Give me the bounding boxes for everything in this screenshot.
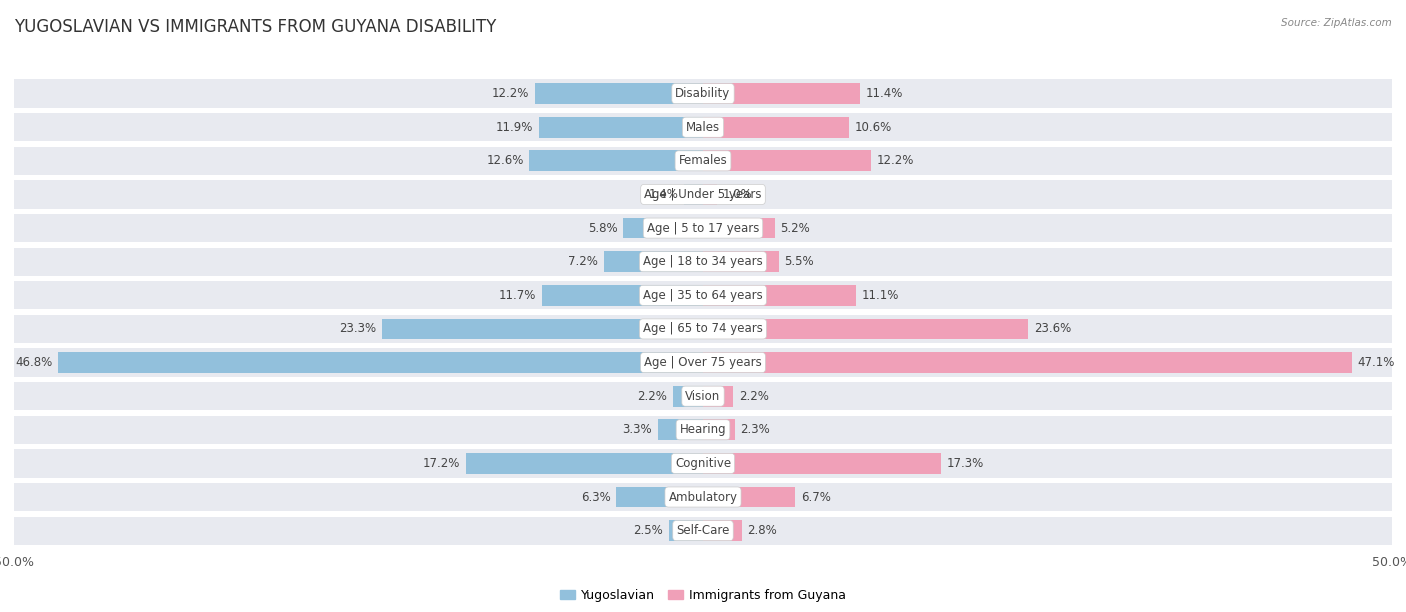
Bar: [530, 151, 703, 171]
Bar: [669, 520, 703, 541]
Text: Age | 5 to 17 years: Age | 5 to 17 years: [647, 222, 759, 234]
Bar: [703, 419, 735, 440]
Bar: [14, 382, 1392, 410]
Text: 5.5%: 5.5%: [785, 255, 814, 268]
Bar: [14, 181, 1392, 209]
Bar: [703, 117, 849, 138]
Text: 2.3%: 2.3%: [740, 424, 770, 436]
Text: Hearing: Hearing: [679, 424, 727, 436]
Text: 12.6%: 12.6%: [486, 154, 524, 167]
Text: 7.2%: 7.2%: [568, 255, 599, 268]
Text: Females: Females: [679, 154, 727, 167]
Text: 47.1%: 47.1%: [1358, 356, 1395, 369]
Text: 17.3%: 17.3%: [946, 457, 984, 470]
Text: 11.7%: 11.7%: [499, 289, 536, 302]
Bar: [703, 318, 1028, 339]
Bar: [14, 348, 1392, 376]
Bar: [603, 252, 703, 272]
Bar: [14, 147, 1392, 175]
Text: 23.6%: 23.6%: [1033, 323, 1071, 335]
Bar: [465, 453, 703, 474]
Bar: [672, 386, 703, 406]
Text: Cognitive: Cognitive: [675, 457, 731, 470]
Bar: [623, 218, 703, 239]
Bar: [14, 281, 1392, 310]
Text: YUGOSLAVIAN VS IMMIGRANTS FROM GUYANA DISABILITY: YUGOSLAVIAN VS IMMIGRANTS FROM GUYANA DI…: [14, 18, 496, 36]
Text: 11.4%: 11.4%: [866, 87, 903, 100]
Text: Self-Care: Self-Care: [676, 524, 730, 537]
Bar: [538, 117, 703, 138]
Text: Ambulatory: Ambulatory: [668, 490, 738, 504]
Bar: [14, 449, 1392, 477]
Text: Source: ZipAtlas.com: Source: ZipAtlas.com: [1281, 18, 1392, 28]
Text: 1.4%: 1.4%: [648, 188, 678, 201]
Text: 17.2%: 17.2%: [423, 457, 461, 470]
Bar: [703, 83, 860, 104]
Bar: [14, 248, 1392, 276]
Text: 10.6%: 10.6%: [855, 121, 891, 134]
Text: 2.5%: 2.5%: [633, 524, 664, 537]
Bar: [703, 218, 775, 239]
Text: 12.2%: 12.2%: [492, 87, 530, 100]
Text: 2.8%: 2.8%: [747, 524, 778, 537]
Bar: [703, 386, 734, 406]
Bar: [683, 184, 703, 205]
Bar: [14, 416, 1392, 444]
Bar: [14, 113, 1392, 141]
Text: 11.1%: 11.1%: [862, 289, 898, 302]
Bar: [703, 352, 1353, 373]
Text: Age | 65 to 74 years: Age | 65 to 74 years: [643, 323, 763, 335]
Bar: [658, 419, 703, 440]
Bar: [703, 252, 779, 272]
Text: 2.2%: 2.2%: [738, 390, 769, 403]
Bar: [703, 520, 741, 541]
Bar: [541, 285, 703, 306]
Bar: [14, 483, 1392, 511]
Text: 46.8%: 46.8%: [15, 356, 52, 369]
Text: Age | Under 5 years: Age | Under 5 years: [644, 188, 762, 201]
Text: 1.0%: 1.0%: [723, 188, 752, 201]
Bar: [703, 184, 717, 205]
Bar: [382, 318, 703, 339]
Text: 5.8%: 5.8%: [588, 222, 617, 234]
Bar: [58, 352, 703, 373]
Text: 12.2%: 12.2%: [876, 154, 914, 167]
Bar: [14, 214, 1392, 242]
Text: Age | 18 to 34 years: Age | 18 to 34 years: [643, 255, 763, 268]
Bar: [703, 151, 872, 171]
Text: Age | 35 to 64 years: Age | 35 to 64 years: [643, 289, 763, 302]
Text: Disability: Disability: [675, 87, 731, 100]
Text: Age | Over 75 years: Age | Over 75 years: [644, 356, 762, 369]
Bar: [534, 83, 703, 104]
Bar: [616, 487, 703, 507]
Bar: [703, 487, 796, 507]
Text: 23.3%: 23.3%: [339, 323, 377, 335]
Text: 2.2%: 2.2%: [637, 390, 668, 403]
Text: 3.3%: 3.3%: [623, 424, 652, 436]
Bar: [14, 80, 1392, 108]
Text: Vision: Vision: [685, 390, 721, 403]
Text: Males: Males: [686, 121, 720, 134]
Bar: [14, 517, 1392, 545]
Text: 6.7%: 6.7%: [801, 490, 831, 504]
Bar: [14, 315, 1392, 343]
Text: 5.2%: 5.2%: [780, 222, 810, 234]
Bar: [703, 453, 942, 474]
Text: 11.9%: 11.9%: [496, 121, 533, 134]
Legend: Yugoslavian, Immigrants from Guyana: Yugoslavian, Immigrants from Guyana: [555, 584, 851, 606]
Text: 6.3%: 6.3%: [581, 490, 610, 504]
Bar: [703, 285, 856, 306]
